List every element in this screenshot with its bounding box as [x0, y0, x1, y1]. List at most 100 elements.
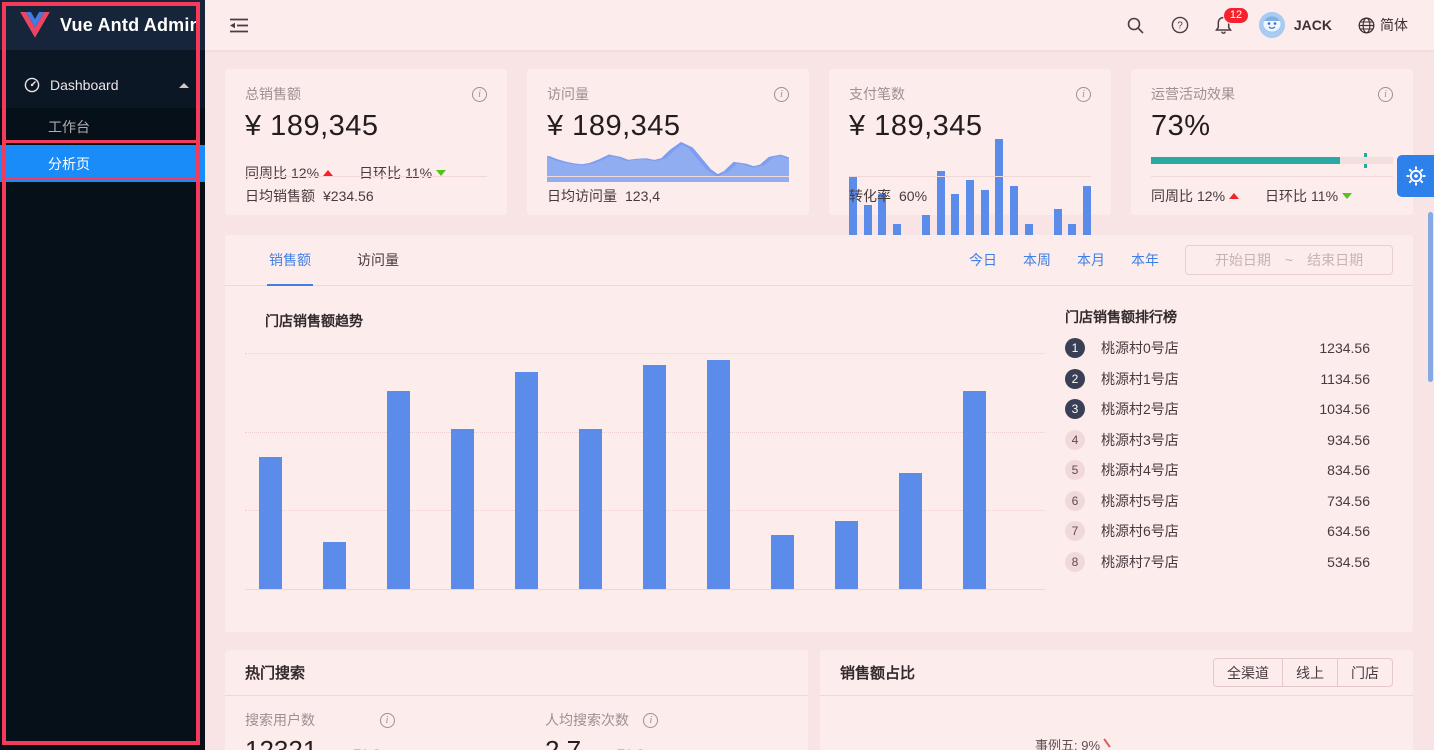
card-title: 访问量 [547, 86, 589, 102]
card-footer: 同周比 12% 日环比 11% [1151, 176, 1393, 215]
date-range-picker[interactable]: 开始日期 ~ 结束日期 [1185, 245, 1393, 275]
rank-badge: 8 [1065, 551, 1085, 572]
card-value: ¥ 189,345 [245, 110, 379, 142]
theme-settings-button[interactable] [1397, 155, 1434, 197]
button-stores[interactable]: 门店 [1338, 658, 1393, 687]
ranking-row: 3 桃源村2号店 1034.56 [1065, 399, 1370, 419]
range-link-year[interactable]: 本年 [1131, 252, 1159, 268]
sidebar-subitem-label: 分析页 [48, 155, 90, 172]
help-icon[interactable]: ? [1171, 16, 1189, 34]
menu-fold-icon[interactable] [225, 11, 253, 39]
svg-text:?: ? [1177, 21, 1183, 32]
channel-button-group: 全渠道 线上 门店 [1213, 658, 1393, 687]
pie-slice-label: 事例五: 9% [1035, 738, 1101, 750]
card-value: ¥ 189,345 [547, 110, 681, 142]
notification-badge: 12 [1222, 7, 1250, 24]
tab-sales[interactable]: 销售额 [267, 235, 313, 286]
language-switch[interactable]: 简体 [1358, 15, 1408, 35]
ranking-title: 门店销售额排行榜 [1065, 309, 1177, 325]
logo[interactable]: Vue Antd Admin [0, 0, 205, 50]
info-icon[interactable]: i [1076, 86, 1091, 102]
card-title: 热门搜索 [245, 665, 306, 682]
sales-tabbar: 销售额 访问量 今日 本周 本月 本年 开始日期 ~ 结束日期 [225, 235, 1413, 286]
globe-icon [1358, 17, 1375, 33]
card-value: ¥ 189,345 [849, 110, 983, 142]
mini-bar [936, 171, 945, 285]
ranking-row: 4 桃源村3号店 934.56 [1065, 429, 1370, 450]
language-label: 简体 [1380, 17, 1408, 33]
bar [899, 473, 922, 589]
card-value: 73% [1151, 110, 1211, 142]
bar [579, 429, 602, 589]
tab-visits[interactable]: 访问量 [357, 252, 399, 268]
progress-target-marker [1363, 164, 1367, 168]
rank-badge: 1 [1065, 338, 1085, 358]
caret-up-icon [323, 170, 334, 176]
sidebar-item-workbench[interactable]: 工作台 [0, 108, 205, 145]
info-icon[interactable]: i [774, 86, 789, 102]
sales-ratio-card: 销售额占比 全渠道 线上 门店 事例五: 9% [820, 650, 1413, 750]
sidebar-subitem-label: 工作台 [48, 118, 90, 135]
scrollbar-thumb[interactable] [1428, 212, 1433, 382]
stat-card-visits: 访问量 i ¥ 189,345 日均访问量 123,4 [527, 69, 809, 215]
mini-bar [966, 179, 974, 285]
bar [515, 372, 538, 589]
rank-badge: 2 [1065, 368, 1085, 389]
range-link-week[interactable]: 本周 [1023, 252, 1051, 268]
top-header: ? 12 JACK 简体 [205, 0, 1434, 50]
info-icon[interactable]: i [1378, 86, 1393, 102]
sidebar-item-dashboard[interactable]: Dashboard [0, 62, 205, 108]
button-online[interactable]: 线上 [1283, 658, 1338, 687]
ranking-row: 6 桃源村5号店 734.56 [1065, 490, 1370, 511]
ranking-row: 7 桃源村6号店 634.56 [1065, 521, 1370, 541]
progress-bar [1151, 153, 1393, 168]
bar [259, 457, 282, 589]
bar [771, 535, 794, 589]
ranking-row: 2 桃源村1号店 1134.56 [1065, 368, 1370, 389]
card-title: 运营活动效果 [1151, 86, 1235, 102]
info-icon[interactable]: i [379, 712, 395, 728]
header-actions: ? 12 JACK 简体 [1127, 7, 1434, 38]
range-link-month[interactable]: 本月 [1077, 252, 1105, 268]
dashboard-icon [24, 77, 40, 93]
sidebar-item-analysis[interactable]: 分析页 [0, 145, 205, 182]
range-links: 今日 本周 本月 本年 [969, 250, 1159, 270]
card-footer: 日均访问量 123,4 [547, 176, 789, 215]
mini-bar [849, 175, 857, 285]
store-sales-ranking: 门店销售额排行榜 1 桃源村0号店 1234.56 2 桃源村1号店 1134.… [1065, 307, 1370, 572]
range-link-today[interactable]: 今日 [969, 252, 997, 268]
pie-leader-line [1103, 738, 1111, 748]
search-icon[interactable] [1127, 16, 1145, 34]
bar-chart-title: 门店销售额趋势 [265, 313, 363, 329]
visits-area-chart [544, 139, 792, 182]
user-menu[interactable]: JACK [1258, 12, 1332, 38]
user-name: JACK [1293, 17, 1332, 33]
caret-down-icon [436, 170, 447, 176]
metric-search-users: 搜索用户数 i 12321 71.2 [245, 710, 395, 750]
sidebar-filler [0, 182, 205, 750]
rank-badge: 7 [1065, 521, 1085, 541]
vue-logo-icon [20, 12, 50, 38]
gear-icon [1406, 166, 1425, 186]
chevron-up-icon [179, 82, 189, 88]
avatar [1258, 12, 1285, 38]
card-footer: 转化率 60% [849, 176, 1091, 215]
button-all-channels[interactable]: 全渠道 [1213, 658, 1283, 687]
ranking-row: 8 桃源村7号店 534.56 [1065, 551, 1370, 572]
bar [707, 360, 730, 589]
notifications-bell-icon[interactable]: 12 [1215, 7, 1250, 34]
rank-badge: 4 [1065, 429, 1085, 450]
date-end-placeholder: 结束日期 [1307, 252, 1364, 268]
info-icon[interactable]: i [472, 86, 487, 102]
stat-card-payments: 支付笔数 i ¥ 189,345 转化率 60% [829, 69, 1111, 285]
store-sales-bar-chart [245, 353, 1045, 590]
sales-overview-card: 销售额 访问量 今日 本周 本月 本年 开始日期 ~ 结束日期 门店销售额趋势 … [225, 235, 1413, 632]
hot-search-card: 热门搜索 搜索用户数 i 12321 71.2 人均搜索次数 i 2.7 [225, 650, 808, 750]
sidebar: Vue Antd Admin Dashboard 工作台 分析页 [0, 0, 205, 750]
bar [835, 521, 858, 589]
stat-card-activity-effect: 运营活动效果 i 73% 同周比 12% 日环比 11% [1131, 69, 1413, 215]
card-title: 销售额占比 [840, 665, 916, 682]
rank-badge: 6 [1065, 490, 1085, 511]
info-icon[interactable]: i [643, 712, 659, 728]
